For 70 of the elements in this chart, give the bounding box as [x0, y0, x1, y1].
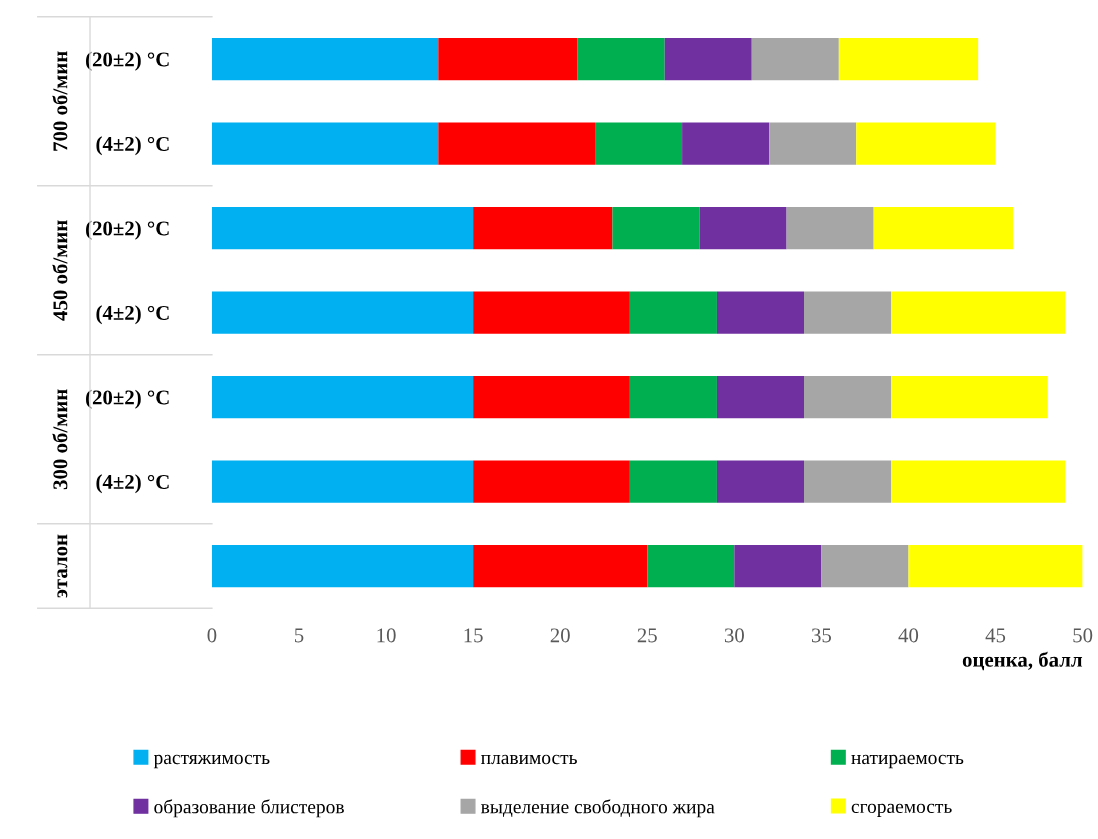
bar [769, 122, 857, 165]
legend-label: растяжимость [153, 754, 270, 769]
x-tick-label: 50 [1073, 628, 1093, 643]
bar [629, 375, 717, 419]
bar [473, 544, 648, 588]
bar [629, 460, 717, 503]
x-tick-label: 15 [464, 628, 483, 643]
bar [211, 460, 474, 503]
bar [595, 122, 683, 165]
x-tick-label: 40 [898, 628, 919, 643]
bar [891, 375, 1048, 419]
x-tick-label: 45 [985, 628, 1006, 643]
x-tick-label: 10 [377, 628, 396, 643]
bar [838, 37, 979, 81]
x-axis-title: оценка, балл [962, 651, 1083, 671]
bar [211, 122, 439, 165]
bar [908, 544, 1083, 588]
bar [473, 206, 613, 250]
text: 450 об/мин [52, 220, 68, 321]
bar [473, 375, 630, 419]
y-tick-label: (4±2) °C [96, 474, 169, 494]
bar [716, 291, 804, 334]
bar [804, 460, 892, 503]
bar [804, 291, 892, 334]
legend-label: натираемость [851, 754, 964, 769]
bar [891, 291, 1066, 334]
bar [664, 37, 752, 81]
text: 700 об/мин [52, 51, 68, 151]
bar [612, 206, 700, 250]
y-tick-label: (4±2) °C [96, 305, 169, 325]
text: эталон [57, 534, 68, 598]
legend-label: плавимость [481, 754, 577, 765]
bar [577, 37, 665, 81]
bar [211, 37, 439, 81]
x-tick-label: 25 [637, 628, 657, 643]
bar [734, 544, 822, 588]
bar [804, 375, 892, 419]
bar [856, 122, 996, 165]
bar [716, 375, 804, 419]
bar [473, 291, 630, 334]
legend-label: выделение свободного жира [481, 799, 715, 818]
bar [211, 544, 474, 588]
text: 300 об/мин [52, 389, 68, 490]
bar [873, 206, 1013, 250]
x-tick-label: 30 [724, 628, 744, 643]
bar [716, 460, 804, 503]
bar [821, 544, 909, 588]
y-tick-label: (20±2) °C [86, 51, 169, 71]
bar [438, 122, 596, 165]
legend-label: сгораемость [851, 803, 952, 817]
bar [438, 37, 578, 81]
bar [211, 291, 474, 334]
y-tick-label: (20±2) °C [86, 220, 169, 240]
bar [699, 206, 787, 250]
bar [629, 291, 717, 334]
bar [682, 122, 770, 165]
bar [751, 37, 839, 81]
x-tick-label: 35 [811, 628, 832, 643]
bar [211, 375, 474, 419]
bar [473, 460, 630, 503]
bar [786, 206, 874, 250]
x-tick-label: 5 [294, 628, 304, 643]
x-tick-label: 0 [207, 628, 217, 643]
x-tick-label: 20 [550, 628, 570, 643]
legend-label: образование блистеров [154, 799, 344, 818]
y-tick-label: (20±2) °C [86, 389, 169, 409]
bar [891, 460, 1066, 503]
y-tick-label: (4±2) °C [96, 136, 169, 156]
bar [647, 544, 735, 588]
bar [211, 206, 474, 250]
